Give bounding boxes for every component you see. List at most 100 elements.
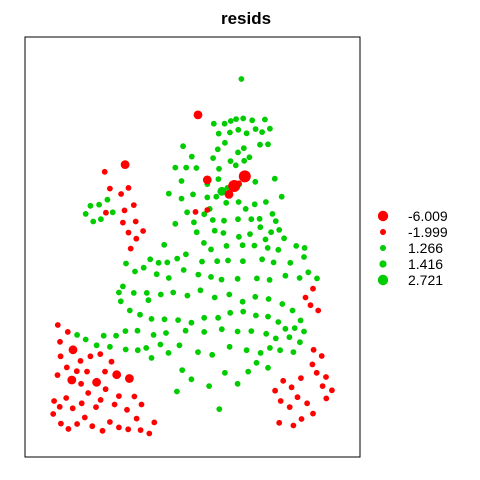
- negative-residual-point: [319, 383, 326, 389]
- negative-residual-point: [116, 393, 122, 399]
- positive-residual-point: [107, 343, 113, 350]
- negative-residual-point: [140, 228, 147, 234]
- negative-residual-point: [97, 351, 104, 357]
- positive-residual-point: [225, 257, 231, 264]
- negative-residual-point: [125, 185, 132, 191]
- negative-residual-point: [310, 346, 317, 353]
- positive-residual-point: [239, 242, 246, 249]
- positive-residual-point: [147, 256, 154, 263]
- legend-label: 1.266: [408, 240, 443, 256]
- positive-residual-point: [270, 259, 277, 266]
- negative-residual-point: [298, 416, 305, 422]
- positive-residual-point: [143, 345, 150, 351]
- positive-residual-point: [266, 277, 273, 283]
- positive-residual-point: [140, 264, 147, 271]
- negative-residual-point: [202, 175, 212, 185]
- negative-residual-point: [84, 368, 90, 375]
- plot-frame: [24, 36, 361, 458]
- positive-residual-point: [214, 258, 221, 265]
- positive-residual-point: [150, 332, 157, 338]
- positive-residual-point: [241, 157, 248, 164]
- negative-residual-point: [310, 410, 316, 417]
- positive-residual-point: [201, 314, 208, 321]
- negative-residual-point: [57, 338, 63, 345]
- positive-residual-point: [193, 229, 200, 236]
- positive-residual-point: [193, 165, 200, 171]
- positive-residual-point: [257, 141, 263, 148]
- negative-residual-point: [132, 218, 139, 225]
- negative-residual-point: [63, 364, 70, 371]
- negative-residual-point: [125, 229, 132, 236]
- negative-residual-point: [329, 387, 335, 394]
- negative-residual-point: [204, 207, 211, 213]
- positive-residual-point: [226, 343, 233, 350]
- negative-residual-point: [192, 209, 199, 215]
- positive-residual-point: [174, 255, 181, 262]
- negative-residual-point: [64, 329, 71, 335]
- positive-residual-point: [249, 117, 256, 124]
- positive-residual-point: [265, 364, 271, 371]
- positive-residual-point: [235, 216, 241, 223]
- positive-residual-point: [74, 332, 80, 338]
- positive-residual-point: [243, 130, 250, 137]
- positive-residual-point: [188, 153, 195, 160]
- positive-residual-point: [188, 376, 195, 383]
- positive-residual-point: [148, 316, 155, 322]
- positive-residual-point: [282, 272, 289, 279]
- negative-residual-point: [120, 160, 130, 170]
- positive-residual-point: [240, 308, 247, 315]
- positive-residual-point: [197, 287, 204, 294]
- positive-residual-point: [216, 165, 222, 172]
- positive-residual-point: [164, 259, 171, 266]
- positive-residual-point: [201, 240, 207, 246]
- positive-residual-point: [262, 236, 269, 243]
- negative-residual-point: [81, 414, 88, 421]
- negative-residual-point: [121, 207, 128, 214]
- negative-residual-point: [133, 415, 140, 422]
- negative-residual-point: [118, 191, 124, 197]
- positive-residual-point: [243, 347, 250, 354]
- negative-residual-point: [57, 353, 64, 360]
- positive-residual-point: [264, 245, 271, 251]
- positive-residual-point: [289, 307, 296, 314]
- positive-residual-point: [275, 246, 282, 253]
- positive-residual-point: [122, 346, 129, 353]
- positive-residual-point: [235, 126, 242, 133]
- positive-residual-point: [157, 291, 164, 298]
- positive-residual-point: [122, 328, 129, 334]
- positive-residual-point: [282, 325, 289, 332]
- positive-residual-point: [251, 201, 258, 208]
- positive-residual-point: [301, 245, 308, 251]
- negative-residual-point: [302, 294, 309, 301]
- positive-residual-point: [227, 158, 234, 165]
- positive-residual-point: [183, 251, 189, 258]
- negative-residual-point: [120, 219, 126, 226]
- positive-residual-point: [211, 227, 218, 234]
- negative-residual-point: [272, 387, 278, 394]
- positive-residual-point: [234, 328, 241, 335]
- positive-residual-point: [126, 307, 133, 314]
- positive-residual-point: [253, 359, 260, 366]
- negative-residual-point: [112, 370, 122, 380]
- positive-residual-point: [218, 326, 225, 333]
- negative-residual-point: [54, 372, 61, 378]
- negative-residual-point: [77, 358, 84, 364]
- negative-residual-point: [124, 406, 130, 413]
- data-points: [50, 76, 335, 437]
- positive-residual-point: [263, 199, 269, 205]
- negative-residual-point: [318, 353, 325, 359]
- positive-residual-point: [184, 292, 191, 299]
- negative-residual-point: [298, 375, 304, 381]
- positive-residual-point: [238, 76, 245, 82]
- negative-residual-point: [102, 386, 109, 393]
- positive-residual-point: [98, 216, 104, 223]
- positive-residual-point: [210, 120, 217, 127]
- positive-residual-point: [116, 289, 122, 296]
- negative-residual-point: [68, 345, 78, 355]
- legend-label: 2.721: [408, 272, 443, 288]
- positive-residual-point: [134, 327, 141, 334]
- positive-residual-point: [277, 347, 283, 354]
- positive-residual-point: [222, 139, 228, 146]
- positive-residual-point: [215, 130, 222, 137]
